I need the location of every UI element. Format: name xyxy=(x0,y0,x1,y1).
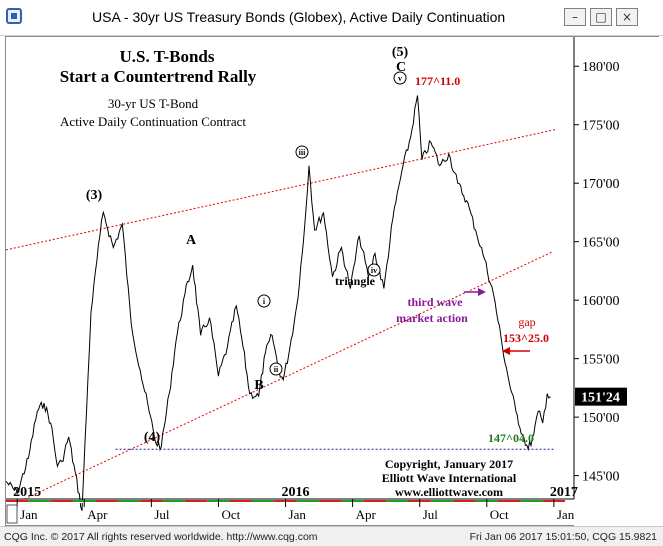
time-axis-segment xyxy=(229,500,252,502)
time-axis-month-label: Oct xyxy=(221,507,240,522)
price-series xyxy=(6,95,551,511)
chart-description-1: 30-yr US T-Bond xyxy=(108,96,199,111)
third-wave-label-1: third wave xyxy=(408,295,464,309)
time-axis-segment xyxy=(319,500,342,502)
last-price-badge xyxy=(575,387,627,406)
price-chart[interactable]: 180'00 175'00 170'00 165'00 160'00 155'00 150'… xyxy=(6,37,660,527)
time-axis-segment xyxy=(162,500,185,502)
copyright-line-3: www.elliottwave.com xyxy=(395,485,503,499)
time-axis-year-label: 2016 xyxy=(282,485,310,500)
subwave-v-label: v xyxy=(398,74,402,83)
time-axis-segment xyxy=(251,500,275,502)
subwave-iv-label: iv xyxy=(371,266,377,275)
wave-label-4: (4) xyxy=(144,430,161,445)
gap-label: gap xyxy=(518,315,535,329)
status-copyright: CQG Inc. © 2017 All rights reserved worl… xyxy=(4,531,318,543)
window-title: USA - 30yr US Treasury Bonds (Globex), A… xyxy=(92,9,506,25)
time-axis-segment xyxy=(28,500,51,502)
time-axis-segment xyxy=(520,500,543,502)
time-axis-segment xyxy=(95,500,118,502)
time-axis-month-label: Jan xyxy=(20,507,38,522)
wave-label-3: (3) xyxy=(86,188,103,203)
chart-title: U.S. T-Bonds xyxy=(120,47,215,66)
status-timestamp: Fri Jan 06 2017 15:01:50, CQG 15.9821 xyxy=(469,531,657,543)
plot-area xyxy=(6,37,574,499)
price-axis-tick-label: 145'00 xyxy=(582,470,620,485)
chart-subtitle: Start a Countertrend Rally xyxy=(60,67,257,86)
copyright-line-2: Elliott Wave International xyxy=(382,471,517,485)
maximize-button[interactable]: □ xyxy=(590,8,612,26)
time-axis-month-label: Apr xyxy=(87,507,108,522)
time-axis-segment xyxy=(453,500,476,502)
time-axis-segment xyxy=(430,500,454,502)
last-price-label: 151'24 xyxy=(581,391,620,406)
wave-label-b: B xyxy=(254,378,263,393)
chart-frame: 180'00 175'00 170'00 165'00 160'00 155'00 150'… xyxy=(5,36,660,527)
time-axis-segment xyxy=(497,500,521,502)
minimize-button[interactable]: – xyxy=(564,8,586,26)
subwave-iii-label: iii xyxy=(299,148,306,157)
low-price-label: 147^04.0 xyxy=(488,431,534,445)
time-axis-segment xyxy=(184,500,208,502)
time-axis-month-label: Jan xyxy=(557,507,575,522)
time-axis-segment xyxy=(50,500,74,502)
time-axis-month-label: Oct xyxy=(490,507,509,522)
triangle-label: triangle xyxy=(335,274,376,288)
price-axis-tick-label: 165'00 xyxy=(582,236,620,251)
price-axis-panel xyxy=(574,37,660,527)
time-axis-segment xyxy=(363,500,387,502)
price-axis-tick-label: 175'00 xyxy=(582,119,620,134)
time-axis-month-label: Jul xyxy=(154,507,170,522)
subwave-i-marker xyxy=(257,294,271,308)
price-axis-tick-label: 170'00 xyxy=(582,177,620,192)
time-axis-year-label: 2017 xyxy=(550,485,578,500)
copyright-line-1: Copyright, January 2017 xyxy=(385,457,513,471)
status-bar: CQG Inc. © 2017 All rights reserved worl… xyxy=(0,526,663,546)
third-wave-arrowhead xyxy=(478,288,486,296)
wave-label-a: A xyxy=(186,233,197,248)
window-titlebar: USA - 30yr US Treasury Bonds (Globex), A… xyxy=(0,0,663,36)
subwave-ii-marker xyxy=(269,362,283,376)
time-axis-segment xyxy=(296,500,320,502)
peak-price-label: 177^11.0 xyxy=(415,74,460,88)
price-axis-tick-label: 160'00 xyxy=(582,294,620,309)
price-axis-tick-label: 180'00 xyxy=(582,60,620,75)
time-scroll-handle xyxy=(6,504,18,524)
time-axis-year-label: 2015 xyxy=(13,485,41,500)
chart-description-2: Active Daily Continuation Contract xyxy=(60,114,246,129)
subwave-iv-marker xyxy=(367,263,381,277)
subwave-i-label: i xyxy=(263,297,266,306)
gap-price-label: 153^25.0 xyxy=(503,331,549,345)
upper-channel-line xyxy=(6,128,557,251)
price-axis-tick-label: 155'00 xyxy=(582,353,620,368)
time-axis-month-label: Jan xyxy=(289,507,307,522)
time-axis-segment xyxy=(117,500,141,502)
app-icon xyxy=(6,8,22,24)
subwave-ii-label: ii xyxy=(274,365,279,374)
time-axis-segment xyxy=(386,500,409,502)
subwave-iii-marker xyxy=(295,145,309,159)
third-wave-label-2: market action xyxy=(396,311,468,325)
subwave-v-marker xyxy=(393,71,407,85)
close-button[interactable]: × xyxy=(616,8,638,26)
price-axis-tick-label: 150'00 xyxy=(582,411,620,426)
gap-arrowhead xyxy=(502,347,510,355)
wave-label-5: (5) xyxy=(392,45,409,60)
time-axis-month-label: Apr xyxy=(356,507,377,522)
wave-label-c: C xyxy=(396,60,406,75)
time-axis-month-label: Jul xyxy=(423,507,439,522)
